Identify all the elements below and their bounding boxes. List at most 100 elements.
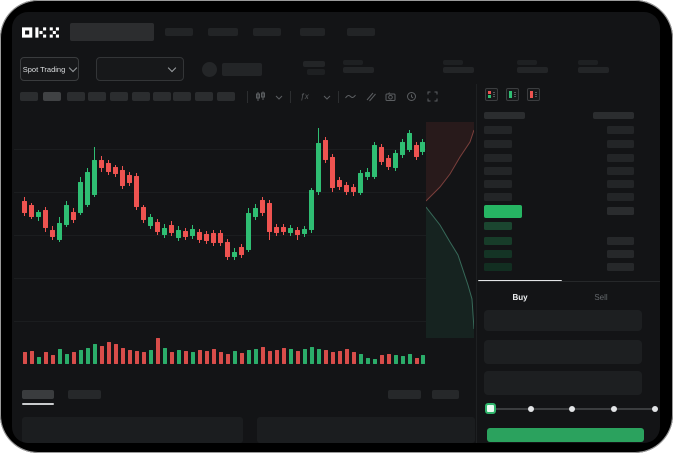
candle-body xyxy=(281,227,286,232)
candle-body xyxy=(190,229,195,236)
last-price-badge[interactable] xyxy=(484,205,522,218)
candle-body xyxy=(372,145,377,177)
candle-body xyxy=(50,230,55,237)
bid-amount-bar-placeholder[interactable] xyxy=(607,237,634,245)
timeframe-button-placeholder[interactable] xyxy=(132,92,150,101)
timeframe-button-placeholder[interactable] xyxy=(153,92,171,101)
ask-amount-bar-placeholder[interactable] xyxy=(607,154,634,162)
ask-price-bar-placeholder[interactable] xyxy=(484,140,512,148)
volume-bar xyxy=(64,354,69,364)
bottom-tab-placeholder[interactable] xyxy=(68,390,101,399)
timeframe-button-placeholder[interactable] xyxy=(110,92,128,101)
bottom-tab-active-placeholder[interactable] xyxy=(22,390,54,399)
chart-gridline xyxy=(14,278,426,279)
volume-bar xyxy=(379,355,384,364)
ask-amount-bar-placeholder[interactable] xyxy=(607,180,634,188)
nav-item-placeholder[interactable] xyxy=(300,28,325,36)
volume-bar xyxy=(372,359,377,364)
buy-submit-button[interactable] xyxy=(487,428,644,442)
market-type-select[interactable]: Spot Trading xyxy=(20,57,79,81)
volume-bar xyxy=(267,351,272,364)
ask-amount-bar-placeholder[interactable] xyxy=(607,126,634,134)
volume-bar xyxy=(197,350,202,364)
candle-type-icon[interactable] xyxy=(254,90,267,103)
candle-body xyxy=(120,170,125,186)
volume-bar xyxy=(99,346,104,364)
bid-price-bar-placeholder[interactable] xyxy=(484,237,512,245)
stat-value-placeholder xyxy=(443,67,474,73)
ask-price-bar-placeholder[interactable] xyxy=(484,193,512,201)
nav-item-placeholder[interactable] xyxy=(253,28,281,36)
book-asks-only-icon[interactable] xyxy=(527,88,540,101)
volume-bar xyxy=(281,348,286,364)
timeframe-button-placeholder[interactable] xyxy=(67,92,85,101)
ask-amount-bar-placeholder[interactable] xyxy=(607,193,634,201)
nav-item-placeholder[interactable] xyxy=(165,28,193,36)
candle-body xyxy=(232,252,237,257)
bid-price-bar-placeholder[interactable] xyxy=(484,250,512,258)
bottom-action-placeholder[interactable] xyxy=(432,390,459,399)
volume-bar xyxy=(162,348,167,364)
nav-item-placeholder[interactable] xyxy=(208,28,238,36)
bid-price-bar-placeholder[interactable] xyxy=(484,263,512,271)
ask-price-bar-placeholder[interactable] xyxy=(484,154,512,162)
search-bar-placeholder[interactable] xyxy=(70,23,154,41)
camera-icon[interactable] xyxy=(384,90,397,103)
bottom-action-placeholder[interactable] xyxy=(388,390,421,399)
volume-bar xyxy=(120,348,125,364)
timeframe-button-placeholder[interactable] xyxy=(43,92,61,101)
app-screen: Spot Trading ƒx xyxy=(12,12,660,443)
candle-body xyxy=(267,203,272,232)
candle-body xyxy=(358,173,363,193)
okx-logo[interactable] xyxy=(22,25,60,43)
ask-price-bar-placeholder[interactable] xyxy=(484,126,512,134)
total-input[interactable] xyxy=(484,371,642,395)
candle-body xyxy=(106,163,111,172)
candle-body xyxy=(127,175,132,183)
tab-sell[interactable]: Sell xyxy=(594,293,608,302)
stat-label-placeholder xyxy=(578,60,598,65)
fullscreen-icon[interactable] xyxy=(426,90,439,103)
coin-avatar xyxy=(202,62,217,77)
slider-stop[interactable] xyxy=(611,406,617,412)
candlestick-chart[interactable] xyxy=(14,108,484,372)
timeframe-button-placeholder[interactable] xyxy=(88,92,106,101)
candle-body xyxy=(414,145,419,157)
book-bids-only-icon[interactable] xyxy=(506,88,519,101)
candle-body xyxy=(36,212,41,217)
timeframe-button-placeholder[interactable] xyxy=(217,92,235,101)
chevron-down-icon[interactable] xyxy=(320,90,333,103)
bid-amount-bar-placeholder[interactable] xyxy=(607,263,634,271)
bid-amount-bar-placeholder[interactable] xyxy=(607,250,634,258)
timeframe-button-placeholder[interactable] xyxy=(195,92,213,101)
slider-stop[interactable] xyxy=(652,406,658,412)
amount-input[interactable] xyxy=(484,340,642,364)
compare-icon[interactable] xyxy=(364,90,377,103)
indicator-fx-icon[interactable]: ƒx xyxy=(300,92,309,101)
tab-divider xyxy=(478,281,660,282)
pair-select[interactable] xyxy=(96,57,184,81)
ask-price-bar-placeholder[interactable] xyxy=(484,167,512,175)
stat-value-placeholder xyxy=(343,67,374,73)
line-chart-icon[interactable] xyxy=(344,90,357,103)
volume-bar xyxy=(365,358,370,364)
volume-bar xyxy=(260,347,265,364)
stat-value-placeholder xyxy=(578,67,609,73)
ask-amount-bar-placeholder[interactable] xyxy=(607,140,634,148)
candle-body xyxy=(420,142,425,152)
bid-price-bar-placeholder[interactable] xyxy=(484,222,512,230)
panel-divider xyxy=(476,84,477,443)
alert-icon[interactable] xyxy=(405,90,418,103)
chevron-down-icon[interactable] xyxy=(272,90,285,103)
ask-amount-bar-placeholder[interactable] xyxy=(607,167,634,175)
book-both-sides-icon[interactable] xyxy=(485,88,498,101)
ask-price-bar-placeholder[interactable] xyxy=(484,180,512,188)
tab-buy[interactable]: Buy xyxy=(512,293,528,302)
slider-stop[interactable] xyxy=(569,406,575,412)
nav-item-placeholder[interactable] xyxy=(347,28,375,36)
slider-stop[interactable] xyxy=(528,406,534,412)
timeframe-button-placeholder[interactable] xyxy=(173,92,191,101)
price-input[interactable] xyxy=(484,310,642,331)
slider-handle[interactable] xyxy=(485,403,496,414)
timeframe-button-placeholder[interactable] xyxy=(20,92,38,101)
